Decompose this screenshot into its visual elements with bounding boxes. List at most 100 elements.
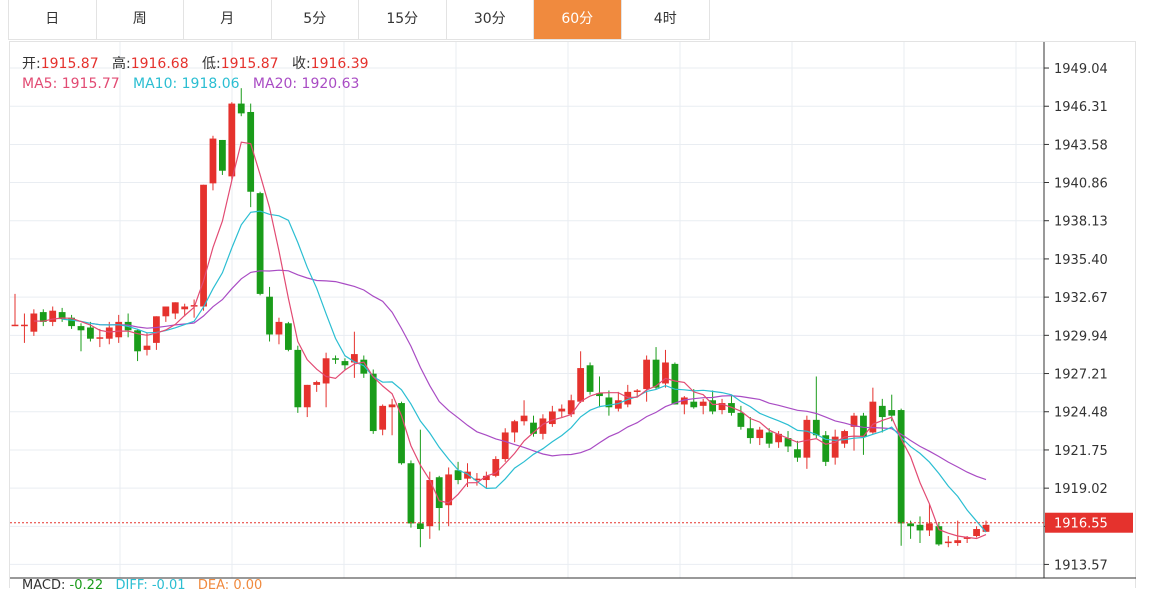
candle-body [633,390,641,392]
candle-body [614,400,622,409]
candle-body [171,302,179,314]
tab-4hour[interactable]: 4时 [653,11,677,27]
y-tick-label: 1943.58 [1054,138,1108,153]
candle-body [247,111,255,192]
candle-body [671,363,679,405]
candle-body [162,306,170,317]
candle-body [237,103,245,114]
candle-body [709,400,717,412]
ma20-label: MA20: [252,76,298,92]
ma5-line [33,141,987,540]
candle-body [435,477,443,509]
candle-body [209,138,217,184]
candle-body [454,470,462,481]
candle-body [11,324,19,327]
candle-body [596,393,603,397]
tab-day[interactable]: 日 [9,0,97,39]
candle-body [982,524,990,532]
candle-body [652,359,660,388]
candle-body [746,428,754,439]
y-tick-label: 1913.57 [1054,558,1108,573]
timeframe-tabs: 日 周 月 5分 15分 30分 60分 4时 [8,0,710,40]
y-tick-label: 1929.94 [1054,329,1108,344]
tab-30min[interactable]: 30分 [447,0,534,39]
candle-body [473,478,481,481]
candle-body [699,401,707,406]
candle-body [134,330,141,352]
tab-month[interactable]: 月 [184,0,272,39]
candle-body [360,359,368,374]
close-value: 1916.39 [310,56,369,72]
macd-label: MACD: [22,578,66,593]
candle-body [219,139,226,171]
candle-body [812,419,820,436]
candle-body [341,361,349,366]
tab-5min[interactable]: 5分 [272,0,359,39]
candle-body [860,415,867,437]
y-tick-label: 1935.40 [1054,253,1108,268]
open-value: 1915.87 [40,56,99,72]
tab-week[interactable]: 周 [97,0,184,39]
y-tick-label: 1927.21 [1054,368,1108,383]
candle-body [643,359,651,390]
candle-body [888,410,896,416]
low-value: 1915.87 [220,56,279,72]
candle-body [558,408,566,412]
candle-body [492,459,500,476]
candle-body [973,529,980,537]
candle-body [926,523,933,531]
candle-body [143,345,151,350]
candle-body [567,400,575,415]
open-label: 开: [22,56,41,72]
candle-body [350,354,358,363]
low-label: 低: [201,56,221,72]
candle-body [586,365,594,392]
candle-body [690,401,698,408]
candle-body [407,463,415,524]
candle-body [850,415,858,427]
candle-body [39,312,47,322]
candle-body [303,384,311,408]
candle-body [275,321,283,335]
candle-body [332,358,339,360]
ma10-line [62,210,987,533]
candle-body [897,410,905,524]
candle-body [115,321,123,338]
macd-info: MACD: -0.22 DIFF: -0.01 DEA: 0.00 [22,578,262,593]
candle-body [228,103,236,177]
candle-body [313,382,321,385]
candle-body [831,436,839,458]
candle-body [200,184,207,307]
candle-body [728,403,735,413]
tab-60min[interactable]: 60分 [534,0,622,39]
chart-frame [9,41,1136,588]
close-label: 收: [291,56,311,72]
candle-body [482,475,490,481]
candle-body [680,397,688,405]
candle-body [445,474,453,506]
candle-body [294,349,302,408]
candle-body [662,362,669,384]
candle-body [822,435,830,462]
candle-body [539,418,547,434]
ma10-value: 1918.06 [181,76,240,92]
candle-body [530,422,537,434]
candle-body [181,306,189,310]
candle-body [520,415,528,422]
candle-body [501,432,509,460]
y-tick-label: 1919.02 [1054,482,1108,497]
ma5-value: 1915.77 [61,76,120,92]
candle-body [49,310,57,322]
candle-body [58,312,66,320]
ohlc-info: 开:1915.87 高:1916.68 低:1915.87 收:1916.39 [22,53,369,73]
candle-body [624,391,632,405]
candle-body [256,193,264,294]
candle-body [869,401,877,433]
current-price-label: 1916.55 [1054,517,1108,532]
candle-body [605,397,613,408]
candle-body [426,480,434,527]
candle-body [284,323,292,350]
candle-body [907,523,914,527]
tab-15min[interactable]: 15分 [359,0,447,39]
